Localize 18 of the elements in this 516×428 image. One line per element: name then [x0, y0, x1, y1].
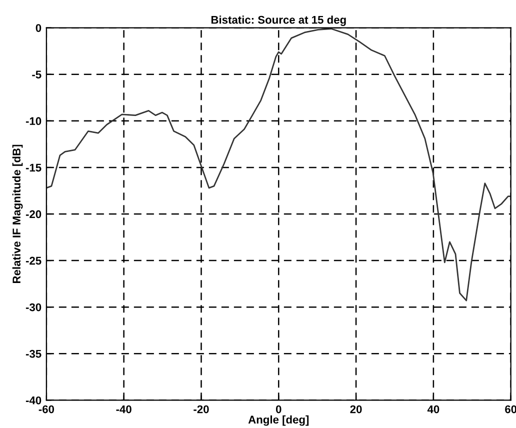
- y-tick-label: -40: [26, 396, 42, 404]
- x-tick-label: -20: [194, 405, 209, 414]
- x-tick-label: 0: [276, 405, 282, 414]
- y-tick-label: -5: [32, 70, 42, 78]
- x-tick-label: -60: [38, 405, 54, 414]
- y-tick-label: 0: [36, 24, 42, 32]
- y-tick-label: -30: [26, 303, 42, 312]
- x-tick-label: -40: [116, 405, 132, 414]
- y-tick-label: -35: [26, 350, 42, 358]
- y-tick-label: -10: [26, 117, 42, 126]
- chart-title: Bistatic: Source at 15 deg: [211, 16, 346, 26]
- y-tick-label: -15: [26, 164, 42, 172]
- x-axis-title: Angle [deg]: [248, 415, 309, 426]
- y-tick-label: -20: [26, 210, 42, 218]
- y-tick-label: -25: [26, 256, 42, 265]
- x-tick-label: 20: [350, 405, 362, 414]
- y-axis-title: Relative IF Magnitude [dB]: [12, 144, 23, 284]
- x-tick-label: 40: [427, 405, 440, 414]
